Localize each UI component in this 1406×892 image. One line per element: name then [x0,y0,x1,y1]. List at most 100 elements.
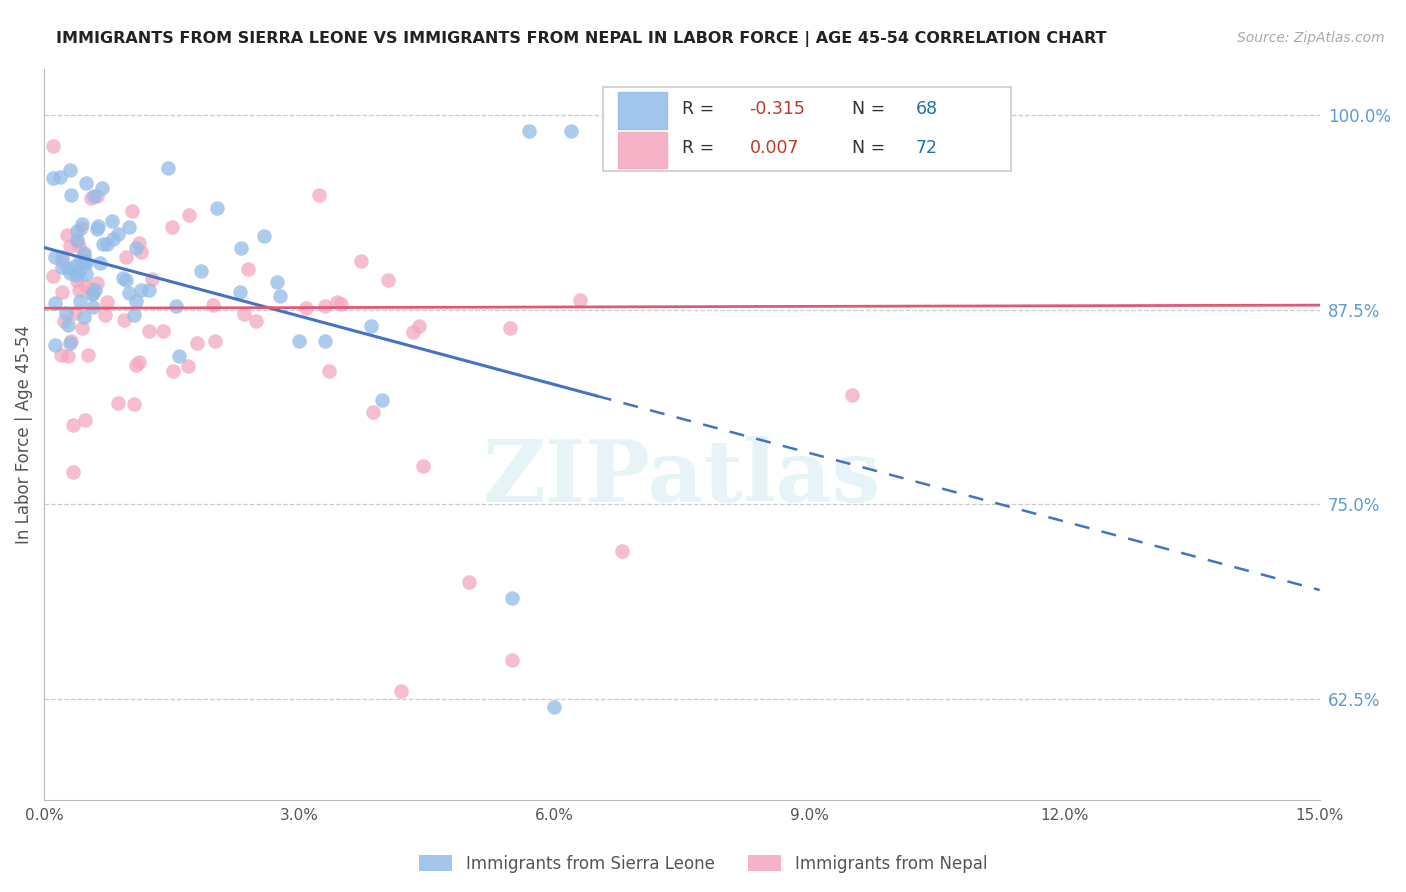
Point [51,260,73,275]
Point [501,653,523,667]
Point [67,283,90,297]
Point [75,279,97,293]
Point [118,286,141,301]
Point [517,124,540,138]
Point [245,314,267,328]
Point [44,338,66,352]
Point [70,221,93,235]
Point [60,334,83,348]
Point [103,232,125,246]
Point [73,248,96,262]
Point [141,272,163,286]
Point [87,219,110,233]
Point [207,202,229,216]
Point [269,289,291,303]
Point [543,699,565,714]
FancyBboxPatch shape [603,87,1011,171]
Point [80,287,103,301]
Point [156,161,179,175]
Point [51,250,73,264]
Text: R =: R = [682,139,720,158]
Point [152,324,174,338]
Point [308,187,330,202]
Point [841,388,863,402]
Text: R =: R = [682,100,720,118]
Point [59,266,82,280]
Point [412,459,434,474]
Point [51,254,73,268]
Text: 68: 68 [915,100,938,118]
Point [402,325,425,339]
Point [350,253,373,268]
Text: IMMIGRANTS FROM SIERRA LEONE VS IMMIGRANTS FROM NEPAL IN LABOR FORCE | AGE 45-54: IMMIGRANTS FROM SIERRA LEONE VS IMMIGRAN… [56,31,1107,47]
Point [96,236,118,251]
Point [325,294,347,309]
Point [73,413,96,427]
Point [253,228,276,243]
Point [330,297,353,311]
Text: Source: ZipAtlas.com: Source: ZipAtlas.com [1237,31,1385,45]
Point [101,214,124,228]
Point [59,336,82,351]
Point [114,273,136,287]
Point [72,217,94,231]
Point [75,176,97,190]
Point [314,299,336,313]
Point [560,124,582,138]
Text: -0.315: -0.315 [749,100,806,118]
Point [129,244,152,259]
Point [77,348,100,362]
Point [66,224,89,238]
Point [67,239,90,253]
Text: ZIPatlas: ZIPatlas [482,436,882,520]
Point [138,283,160,297]
Point [59,239,82,253]
Text: 72: 72 [915,139,938,158]
Point [73,246,96,260]
Point [458,575,481,590]
Point [82,300,104,314]
Point [124,358,146,372]
Point [69,294,91,309]
Point [107,396,129,410]
Point [112,313,135,327]
Point [204,334,226,348]
Point [63,306,86,320]
Point [138,324,160,338]
Point [75,254,97,268]
Point [167,349,190,363]
Point [52,314,75,328]
Point [86,222,108,236]
Point [56,227,79,242]
Point [42,171,65,186]
Point [83,284,105,298]
Point [91,236,114,251]
Point [80,191,103,205]
Point [165,300,187,314]
Point [111,271,134,285]
Point [160,219,183,234]
Point [501,591,523,605]
Point [499,320,522,334]
Point [124,241,146,255]
Y-axis label: In Labor Force | Age 45-54: In Labor Force | Age 45-54 [15,325,32,544]
Point [229,285,252,300]
Point [51,285,73,299]
Point [314,334,336,348]
Point [59,188,82,202]
Point [389,684,412,698]
Point [377,273,399,287]
Point [318,363,340,377]
Point [125,293,148,308]
Point [67,265,90,279]
Point [115,250,138,264]
Point [124,308,146,322]
Point [229,241,252,255]
Point [107,227,129,241]
Point [569,293,592,308]
Point [63,259,86,273]
Point [62,465,84,479]
Point [72,310,94,324]
Point [65,235,87,249]
Point [89,256,111,270]
